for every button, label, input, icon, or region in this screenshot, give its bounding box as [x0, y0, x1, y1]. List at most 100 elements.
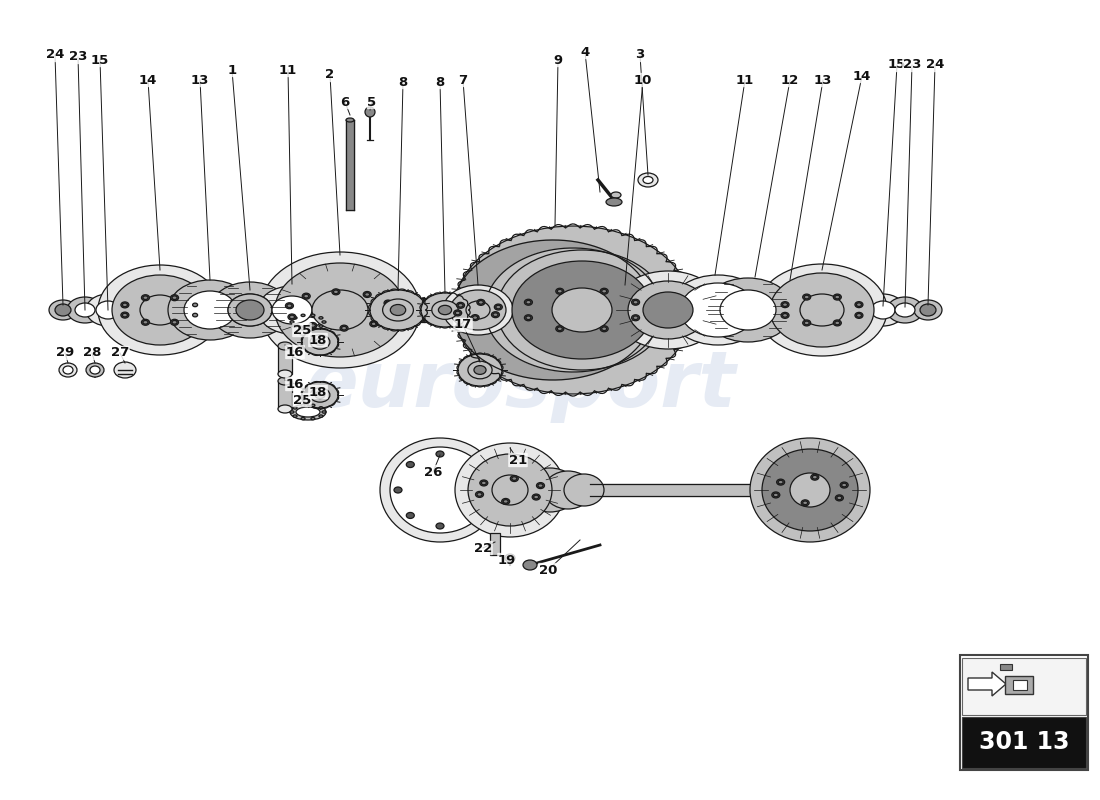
Text: 29: 29: [56, 346, 74, 359]
Ellipse shape: [855, 302, 864, 308]
Text: 19: 19: [498, 554, 516, 566]
Ellipse shape: [388, 313, 393, 316]
Ellipse shape: [556, 288, 564, 294]
Ellipse shape: [837, 496, 842, 500]
Ellipse shape: [644, 292, 693, 328]
Text: 13: 13: [190, 74, 209, 86]
Ellipse shape: [720, 290, 775, 330]
Ellipse shape: [914, 300, 942, 320]
Text: 27: 27: [111, 346, 129, 359]
Ellipse shape: [454, 226, 692, 394]
Ellipse shape: [310, 324, 316, 327]
Ellipse shape: [762, 449, 858, 531]
Ellipse shape: [468, 454, 552, 526]
Ellipse shape: [857, 303, 861, 306]
Text: 21: 21: [509, 454, 527, 466]
Ellipse shape: [191, 312, 199, 318]
Ellipse shape: [558, 290, 562, 293]
Text: 15: 15: [91, 54, 109, 66]
Ellipse shape: [510, 475, 518, 482]
Ellipse shape: [315, 338, 324, 346]
Ellipse shape: [492, 475, 528, 505]
Ellipse shape: [301, 314, 305, 317]
Bar: [490, 533, 500, 555]
Ellipse shape: [834, 320, 842, 326]
Ellipse shape: [170, 294, 178, 301]
Ellipse shape: [493, 313, 498, 317]
Ellipse shape: [96, 301, 120, 319]
Ellipse shape: [90, 366, 100, 374]
Bar: [278, 346, 292, 374]
Ellipse shape: [526, 301, 531, 304]
Text: 13: 13: [814, 74, 833, 86]
Ellipse shape: [450, 290, 506, 330]
Ellipse shape: [424, 301, 447, 319]
Ellipse shape: [290, 321, 294, 323]
Ellipse shape: [406, 462, 415, 467]
Text: 23: 23: [69, 50, 87, 63]
Ellipse shape: [544, 471, 592, 509]
Ellipse shape: [432, 301, 459, 319]
Ellipse shape: [192, 314, 198, 317]
Ellipse shape: [122, 314, 128, 317]
Ellipse shape: [172, 296, 177, 299]
Ellipse shape: [143, 296, 148, 299]
Ellipse shape: [477, 493, 482, 496]
Ellipse shape: [778, 480, 783, 484]
Ellipse shape: [386, 311, 395, 318]
Ellipse shape: [114, 362, 136, 378]
Ellipse shape: [502, 498, 509, 505]
Ellipse shape: [782, 314, 788, 317]
Text: 16: 16: [286, 346, 305, 358]
Ellipse shape: [311, 418, 315, 420]
Text: 8: 8: [436, 75, 444, 89]
Ellipse shape: [857, 314, 861, 317]
Ellipse shape: [668, 275, 768, 345]
Ellipse shape: [644, 177, 653, 183]
Ellipse shape: [532, 494, 540, 500]
Ellipse shape: [142, 294, 150, 301]
Ellipse shape: [436, 451, 444, 457]
Ellipse shape: [421, 293, 469, 327]
Ellipse shape: [296, 317, 320, 327]
Ellipse shape: [525, 314, 532, 321]
Text: 28: 28: [82, 346, 101, 359]
Ellipse shape: [835, 321, 839, 325]
Ellipse shape: [293, 325, 297, 327]
Ellipse shape: [50, 300, 77, 320]
Ellipse shape: [505, 554, 515, 562]
Ellipse shape: [834, 294, 842, 300]
Ellipse shape: [210, 282, 290, 338]
Ellipse shape: [278, 405, 292, 413]
Ellipse shape: [296, 407, 320, 417]
Ellipse shape: [319, 415, 323, 418]
Ellipse shape: [610, 192, 621, 198]
Ellipse shape: [140, 295, 180, 325]
Ellipse shape: [301, 418, 305, 420]
Bar: [962, 658, 1086, 715]
Text: 2: 2: [326, 69, 334, 82]
Ellipse shape: [534, 495, 539, 499]
Text: 23: 23: [903, 58, 921, 71]
Ellipse shape: [143, 321, 148, 324]
Ellipse shape: [319, 406, 323, 409]
Text: 26: 26: [424, 466, 442, 478]
Ellipse shape: [468, 362, 492, 379]
Ellipse shape: [811, 474, 818, 480]
Ellipse shape: [465, 462, 474, 467]
Ellipse shape: [172, 321, 177, 324]
Ellipse shape: [370, 321, 377, 327]
Ellipse shape: [455, 443, 565, 537]
Ellipse shape: [770, 273, 875, 347]
Ellipse shape: [602, 290, 607, 293]
Ellipse shape: [558, 327, 562, 330]
Ellipse shape: [634, 316, 638, 319]
Ellipse shape: [606, 198, 621, 206]
Ellipse shape: [98, 265, 222, 355]
Ellipse shape: [63, 366, 73, 374]
Ellipse shape: [365, 293, 370, 296]
Bar: [278, 381, 292, 409]
Ellipse shape: [301, 327, 305, 330]
Ellipse shape: [564, 474, 604, 506]
Text: 18: 18: [309, 386, 327, 398]
